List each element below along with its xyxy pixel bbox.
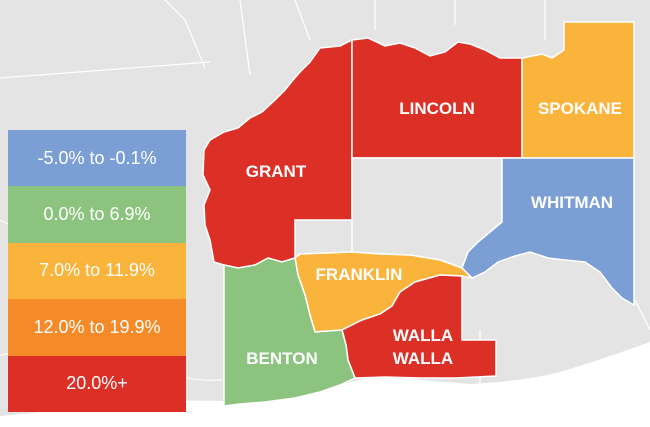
county-label-spokane: SPOKANE: [538, 99, 622, 118]
county-benton[interactable]: [223, 257, 356, 407]
legend-item-20-plus: 20.0%+: [8, 355, 186, 412]
county-lincoln[interactable]: [351, 37, 523, 159]
county-label-franklin: FRANKLIN: [316, 265, 403, 284]
county-grant[interactable]: [202, 38, 353, 269]
county-label-walla-walla-1: WALLA: [393, 326, 453, 345]
legend-label: -5.0% to -0.1%: [37, 147, 157, 168]
county-label-lincoln: LINCOLN: [399, 99, 475, 118]
county-label-grant: GRANT: [246, 162, 307, 181]
county-label-walla-walla-2: WALLA: [393, 349, 453, 368]
legend-item-7-12: 7.0% to 11.9%: [8, 242, 186, 300]
legend-label: 0.0% to 6.9%: [43, 204, 151, 225]
legend: -5.0% to -0.1% 0.0% to 6.9% 7.0% to 11.9…: [8, 130, 186, 412]
legend-item-negative: -5.0% to -0.1%: [8, 130, 186, 187]
legend-item-12-20: 12.0% to 19.9%: [8, 299, 186, 356]
county-label-benton: BENTON: [246, 349, 317, 368]
legend-label: 12.0% to 19.9%: [33, 316, 161, 337]
legend-label: 7.0% to 11.9%: [39, 260, 155, 281]
county-label-whitman: WHITMAN: [531, 193, 613, 212]
legend-item-0-7: 0.0% to 6.9%: [8, 186, 186, 243]
legend-label: 20.0%+: [66, 373, 128, 394]
county-whitman[interactable]: [461, 157, 635, 307]
